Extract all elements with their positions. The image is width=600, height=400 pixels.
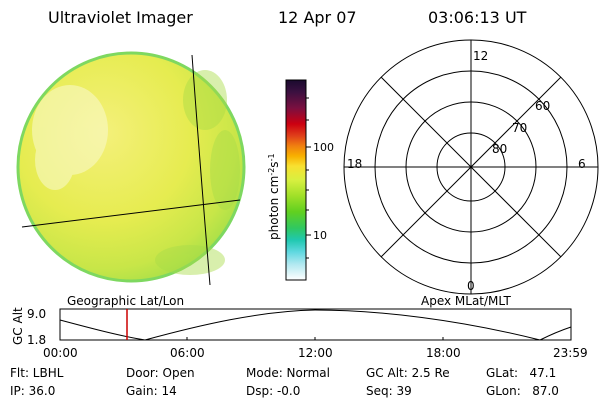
timeline-frame — [59, 308, 572, 341]
timeline-panel — [59, 308, 572, 341]
polar-panel-label: Apex MLat/MLT — [421, 294, 511, 308]
colorbar-tick-100: 100 — [313, 141, 334, 154]
polar-plot — [343, 39, 599, 295]
geo-longitude-line — [191, 54, 211, 286]
dsp-info: Dsp: -0.0 — [246, 384, 301, 398]
timeline-xtick-0600: 06:00 — [170, 346, 205, 360]
colorbar-gradient — [285, 79, 307, 281]
timeline-xtick-0000: 00:00 — [43, 346, 78, 360]
colorbar-unit-label: photon cm-2s-1 — [267, 153, 281, 240]
mlat-label-80: 80 — [492, 142, 507, 156]
colorbar-tick-10: 10 — [313, 229, 327, 242]
mlt-label-18: 18 — [347, 157, 362, 171]
filter-info: Flt: LBHL — [10, 366, 64, 380]
ip-info: IP: 36.0 — [10, 384, 56, 398]
bright-patches — [32, 85, 108, 190]
app-title: Ultraviolet Imager — [48, 8, 193, 27]
timeline-xtick-1200: 12:00 — [298, 346, 333, 360]
glat-info: GLat: 47.1 — [486, 366, 557, 380]
timeline-ybottom: 1.8 — [27, 333, 46, 347]
door-info: Door: Open — [126, 366, 195, 380]
uv-image-panel — [16, 51, 246, 286]
glon-info: GLon: 87.0 — [486, 384, 559, 398]
timeline-ytop: 9.0 — [27, 307, 46, 321]
date-label: 12 Apr 07 — [278, 8, 357, 27]
gc-alt-info: GC Alt: 2.5 Re — [366, 366, 450, 380]
timeline-xtick-2359: 23:59 — [553, 346, 588, 360]
mlat-label-70: 70 — [512, 121, 527, 135]
timeline-xtick-1800: 18:00 — [426, 346, 461, 360]
gc-alt-curve — [59, 309, 572, 341]
colorbar: 100 10 photon cm-2s-1 — [267, 79, 334, 281]
image-panel-label: Geographic Lat/Lon — [67, 294, 184, 308]
timeline-ticks — [186, 337, 444, 340]
mlt-label-6: 6 — [578, 157, 586, 171]
polar-diagonal-2 — [380, 76, 562, 258]
mlt-label-12: 12 — [473, 49, 488, 63]
mlt-label-0: 0 — [467, 279, 475, 293]
mode-info: Mode: Normal — [246, 366, 330, 380]
timeline-ylabel: GC Alt — [11, 307, 25, 345]
time-label: 03:06:13 UT — [428, 8, 527, 27]
seq-info: Seq: 39 — [366, 384, 412, 398]
colorbar-ticks — [306, 97, 311, 259]
mlat-label-60: 60 — [535, 99, 550, 113]
gain-info: Gain: 14 — [126, 384, 177, 398]
